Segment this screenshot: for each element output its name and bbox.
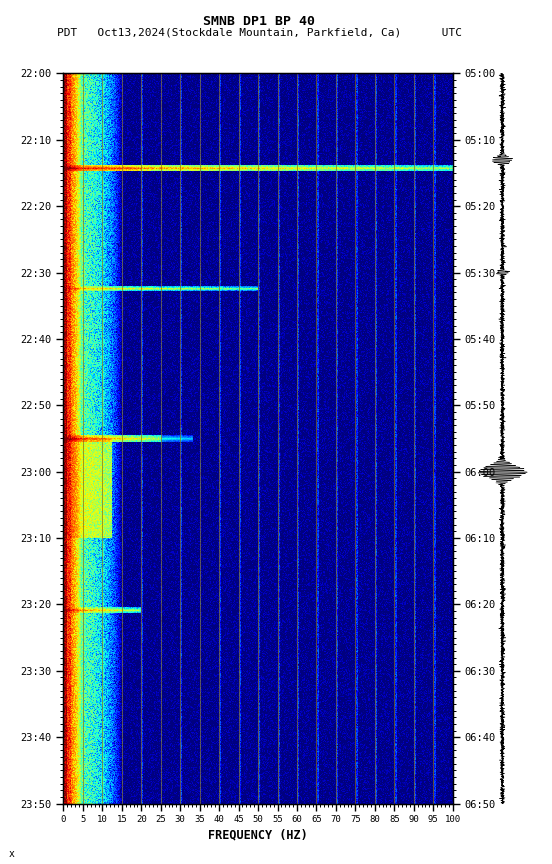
Text: x: x xyxy=(8,849,14,859)
X-axis label: FREQUENCY (HZ): FREQUENCY (HZ) xyxy=(208,829,308,842)
Text: PDT   Oct13,2024(Stockdale Mountain, Parkfield, Ca)      UTC: PDT Oct13,2024(Stockdale Mountain, Parkf… xyxy=(57,28,462,38)
Text: SMNB DP1 BP 40: SMNB DP1 BP 40 xyxy=(204,15,315,28)
